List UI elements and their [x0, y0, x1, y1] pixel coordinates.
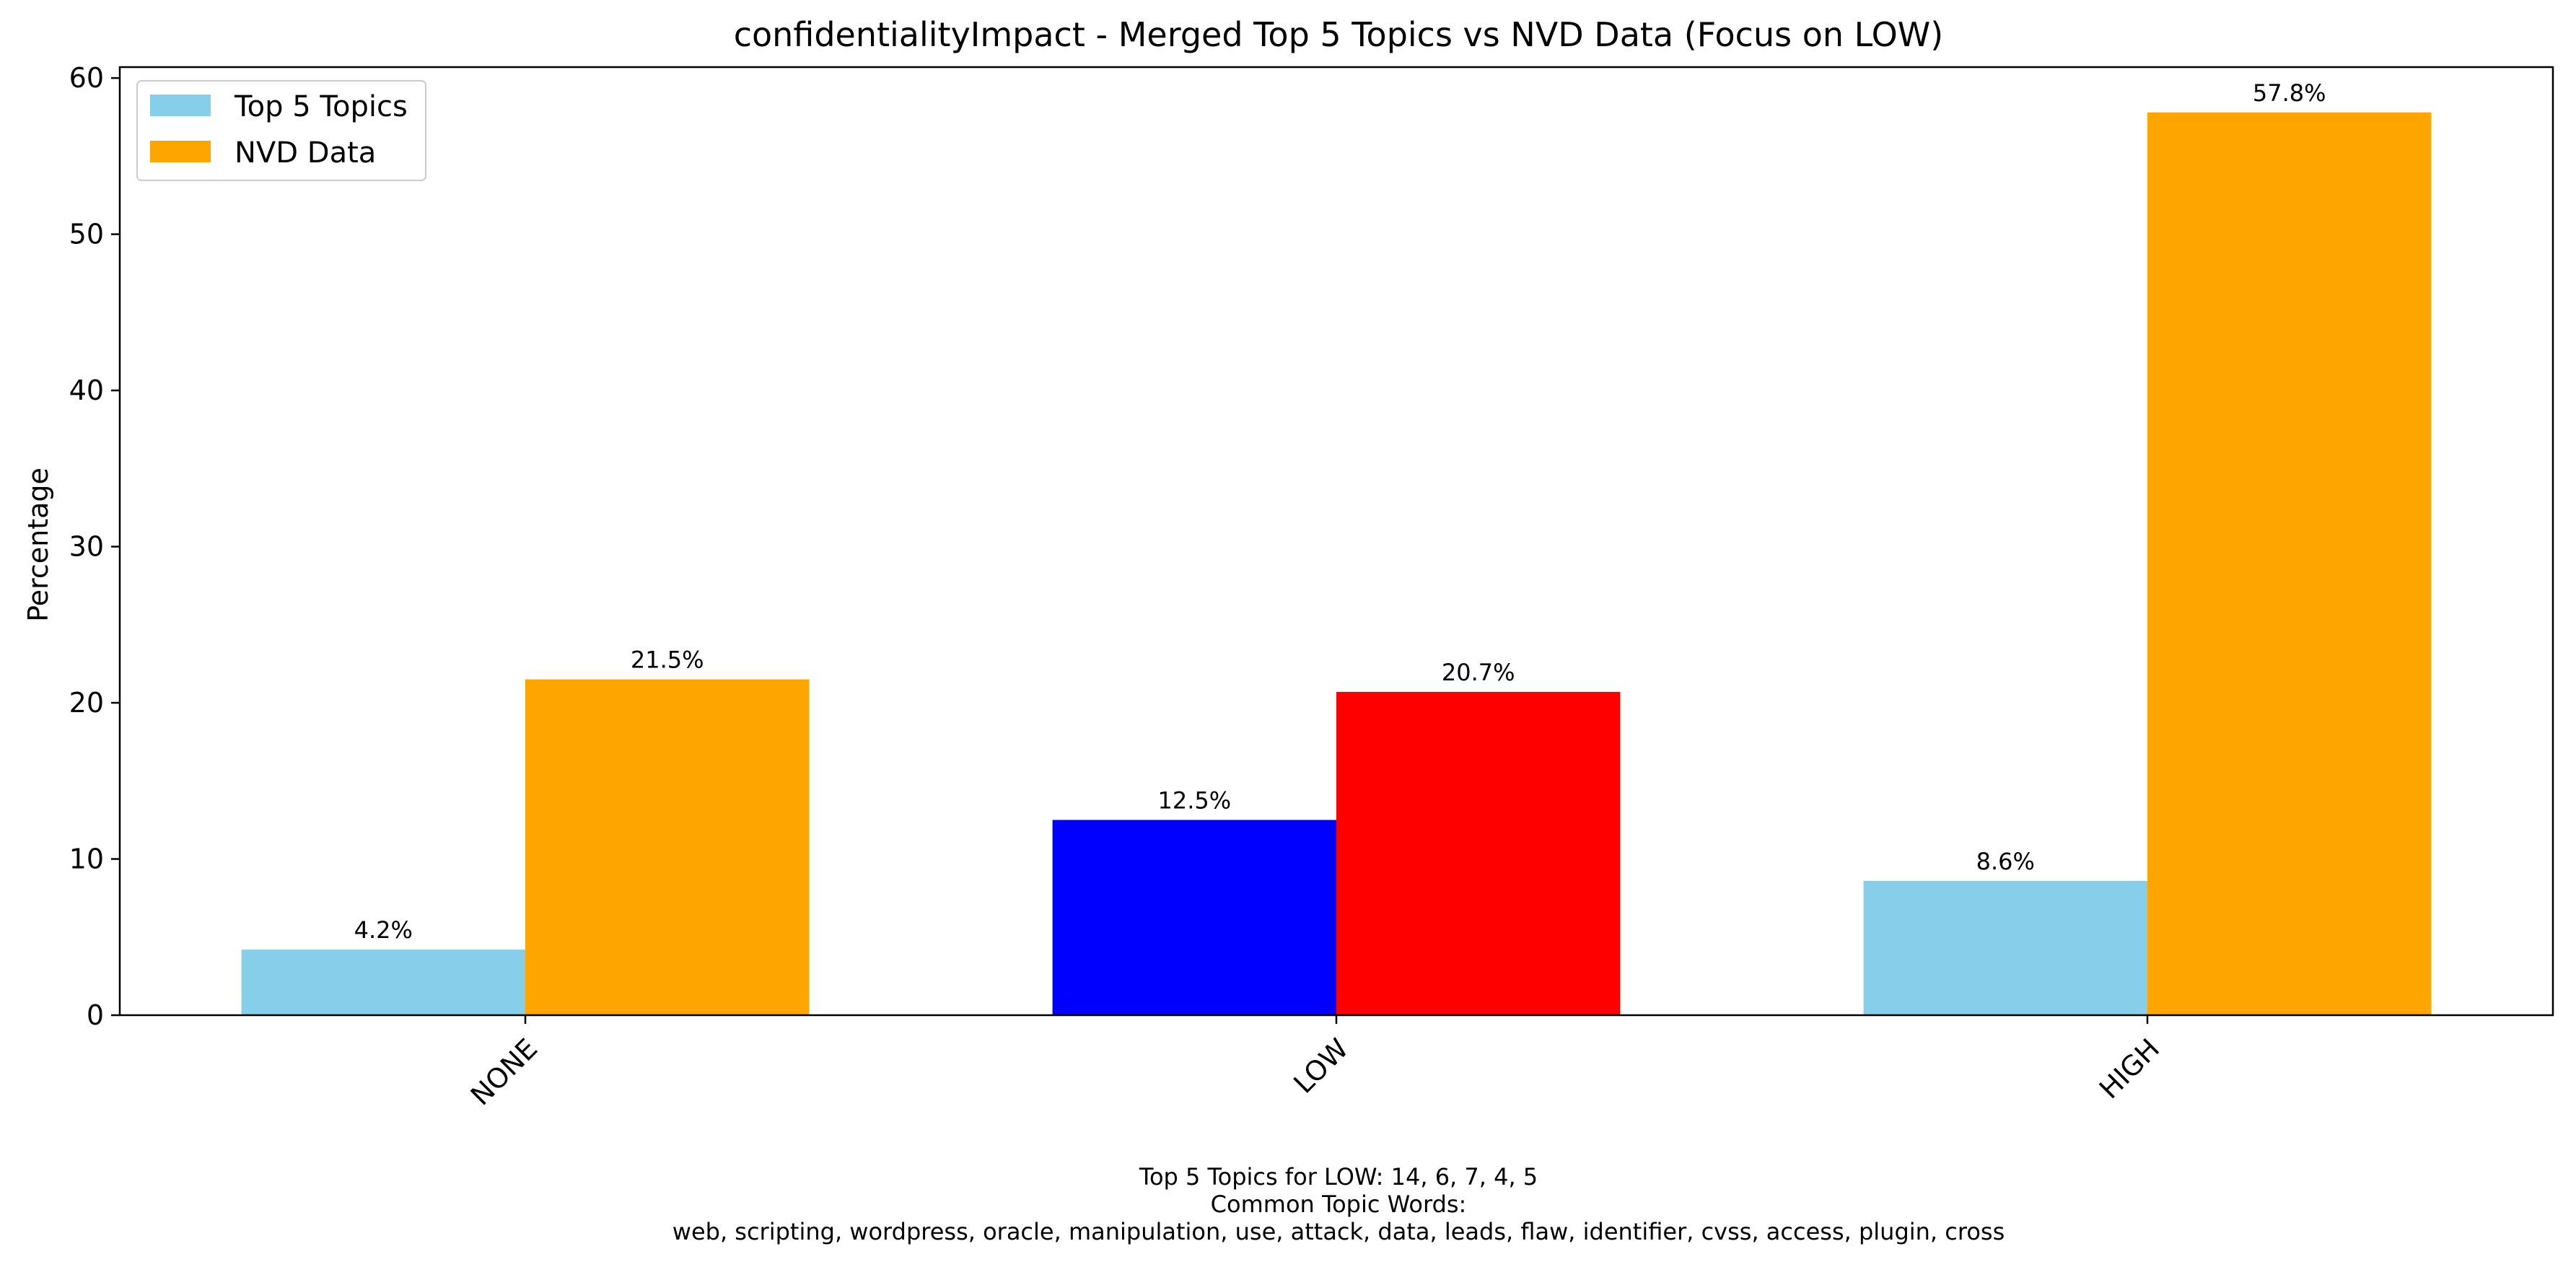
bar-nvd-low [1336, 691, 1621, 1015]
y-tick-label: 0 [87, 999, 104, 1031]
legend-label-top5: Top 5 Topics [234, 90, 408, 123]
bar-value-label: 4.2% [354, 916, 413, 944]
y-tick-label: 10 [69, 843, 104, 875]
plot-area: 4.2% 21.5% 12.5% 20.7% 8.6% 57.8% 0 10 20 30 40 50 6… [69, 62, 2554, 1112]
legend: Top 5 Topics NVD Data [136, 80, 426, 181]
caption-words-heading: Common Topic Words: [1211, 1191, 1467, 1218]
y-tick-label: 20 [69, 687, 104, 719]
bar-nvd-high [2147, 112, 2432, 1015]
bar-value-label: 12.5% [1157, 786, 1231, 814]
legend-swatch-top5 [150, 95, 211, 116]
bar-value-label: 8.6% [1976, 848, 2035, 875]
bar-top5-none [241, 950, 525, 1015]
y-tick-label: 40 [69, 374, 104, 406]
bar-value-label: 20.7% [1442, 659, 1515, 686]
bar-top5-low [1052, 820, 1336, 1015]
y-axis-label: Percentage [22, 468, 54, 622]
bar-value-label: 21.5% [631, 646, 704, 674]
legend-swatch-nvd [150, 141, 211, 162]
y-tick-label: 30 [69, 531, 104, 563]
caption-topics-line: Top 5 Topics for LOW: 14, 6, 7, 4, 5 [1139, 1163, 1538, 1191]
y-tick-label: 60 [69, 62, 104, 94]
bar-top5-high [1863, 880, 2147, 1015]
y-tick-label: 50 [69, 219, 104, 250]
caption: Top 5 Topics for LOW: 14, 6, 7, 4, 5 Com… [673, 1163, 2005, 1245]
caption-words-list: web, scripting, wordpress, oracle, manip… [673, 1218, 2005, 1245]
chart-title: confidentialityImpact - Merged Top 5 Top… [734, 15, 1943, 54]
legend-label-nvd: NVD Data [235, 136, 376, 170]
bar-nvd-none [525, 679, 810, 1015]
bar-value-label: 57.8% [2253, 79, 2326, 107]
